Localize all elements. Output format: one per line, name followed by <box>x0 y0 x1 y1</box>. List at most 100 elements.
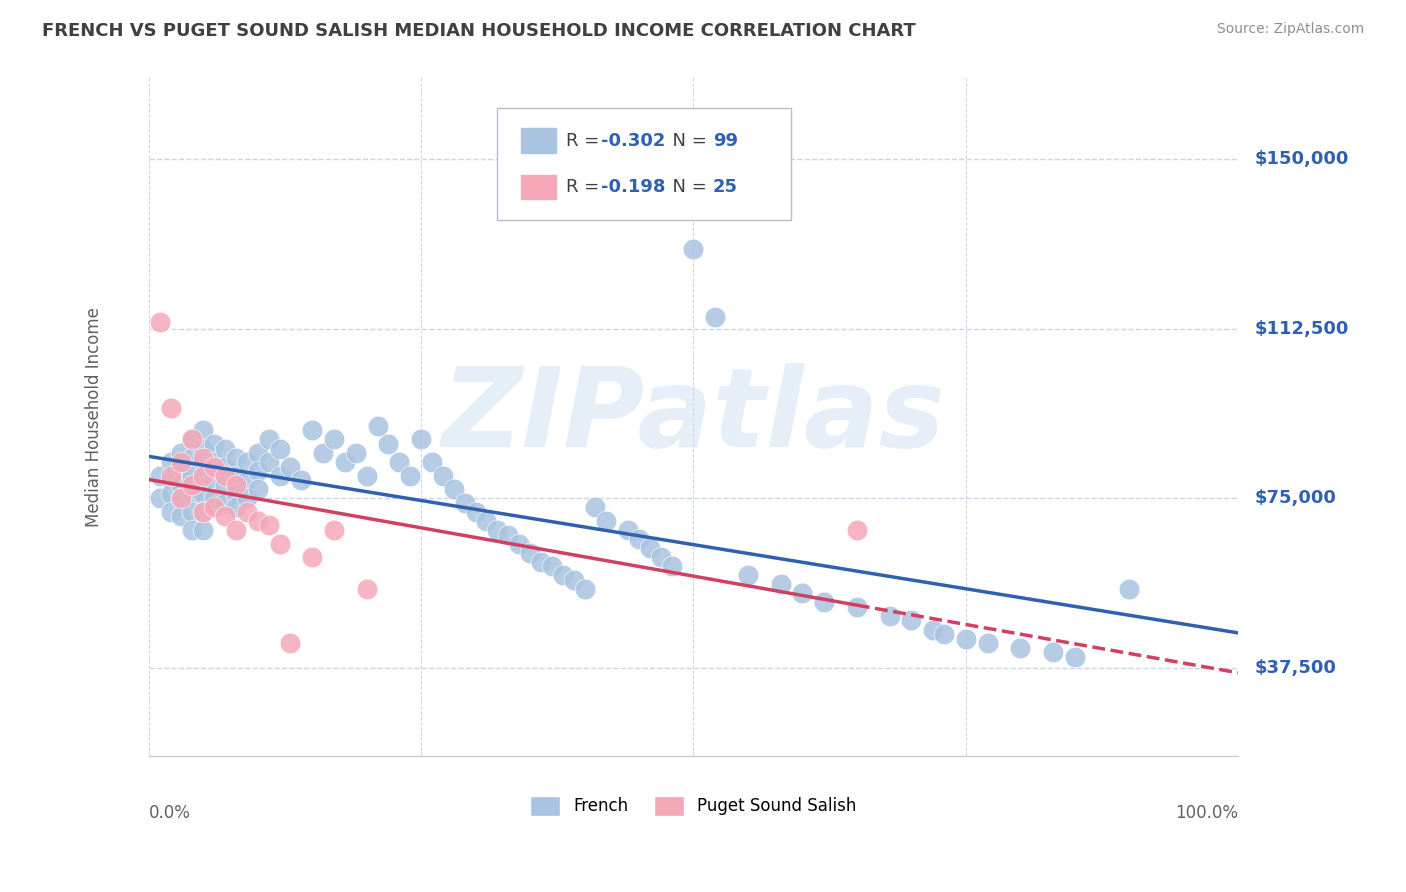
Point <box>454 496 477 510</box>
Point <box>181 433 204 447</box>
Point <box>193 442 215 456</box>
Point <box>246 464 269 478</box>
Point <box>595 514 617 528</box>
Point <box>813 595 835 609</box>
Point <box>606 129 628 144</box>
Point <box>159 401 181 415</box>
Point <box>280 636 302 650</box>
Point <box>1042 645 1064 659</box>
Point <box>159 487 181 501</box>
Text: Source: ZipAtlas.com: Source: ZipAtlas.com <box>1216 22 1364 37</box>
Point <box>202 455 225 469</box>
Point <box>246 446 269 460</box>
Point <box>214 468 236 483</box>
Point <box>159 473 181 487</box>
Point <box>193 468 215 483</box>
Point <box>792 586 814 600</box>
Point <box>932 627 955 641</box>
Point <box>519 546 541 560</box>
Point <box>583 500 606 515</box>
Point <box>617 523 640 537</box>
Legend: French, Puget Sound Salish: French, Puget Sound Salish <box>523 789 863 822</box>
Point <box>496 527 519 541</box>
Point <box>845 599 868 614</box>
Point <box>540 559 562 574</box>
Point <box>1118 582 1140 596</box>
Point <box>356 582 378 596</box>
Point <box>955 632 977 646</box>
Point <box>301 550 323 565</box>
Point <box>367 418 389 433</box>
Point <box>181 450 204 465</box>
Point <box>333 455 356 469</box>
Text: $37,500: $37,500 <box>1254 659 1336 677</box>
Point <box>214 459 236 474</box>
Point <box>508 536 530 550</box>
Point <box>170 446 193 460</box>
Point <box>181 505 204 519</box>
Point <box>269 442 291 456</box>
Point <box>214 509 236 524</box>
Point <box>682 243 704 257</box>
Point <box>290 473 312 487</box>
Point <box>879 609 901 624</box>
Text: N =: N = <box>661 178 713 195</box>
Point <box>399 468 422 483</box>
Point <box>432 468 454 483</box>
Point <box>236 505 259 519</box>
Point <box>976 636 998 650</box>
Point <box>236 455 259 469</box>
Point <box>149 468 172 483</box>
Point <box>170 491 193 506</box>
Point <box>149 315 172 329</box>
Point <box>225 477 247 491</box>
Point <box>202 473 225 487</box>
Point <box>181 433 204 447</box>
Text: FRENCH VS PUGET SOUND SALISH MEDIAN HOUSEHOLD INCOME CORRELATION CHART: FRENCH VS PUGET SOUND SALISH MEDIAN HOUS… <box>42 22 915 40</box>
Point <box>181 523 204 537</box>
Point <box>922 623 945 637</box>
Point <box>225 487 247 501</box>
Text: $75,000: $75,000 <box>1254 490 1336 508</box>
Text: $150,000: $150,000 <box>1254 150 1348 168</box>
Point <box>170 477 193 491</box>
Point <box>257 433 280 447</box>
Text: Median Household Income: Median Household Income <box>86 307 103 527</box>
Point <box>193 473 215 487</box>
Point <box>181 477 204 491</box>
Point <box>181 468 204 483</box>
Point <box>344 446 367 460</box>
Text: R =: R = <box>567 178 605 195</box>
Point <box>1010 640 1032 655</box>
Bar <box>522 175 557 199</box>
Point <box>246 482 269 496</box>
Text: ZIPatlas: ZIPatlas <box>441 363 945 470</box>
Point <box>1063 649 1085 664</box>
Point <box>149 491 172 506</box>
Point <box>638 541 661 555</box>
Point <box>202 491 225 506</box>
Text: 25: 25 <box>713 178 738 195</box>
Point <box>356 468 378 483</box>
Point <box>464 505 486 519</box>
Point <box>388 455 411 469</box>
Text: R =: R = <box>567 132 605 150</box>
Point <box>704 310 727 325</box>
Text: 100.0%: 100.0% <box>1175 804 1239 822</box>
Point <box>323 433 346 447</box>
Point <box>551 568 574 582</box>
Point <box>193 455 215 469</box>
Point <box>193 424 215 438</box>
Point <box>170 509 193 524</box>
Point <box>170 459 193 474</box>
Point <box>159 455 181 469</box>
Point <box>214 477 236 491</box>
Point <box>411 433 433 447</box>
Point <box>845 523 868 537</box>
Point <box>246 514 269 528</box>
Point <box>769 577 792 591</box>
Point <box>420 455 443 469</box>
Bar <box>522 128 557 153</box>
Point <box>225 523 247 537</box>
Point <box>159 505 181 519</box>
